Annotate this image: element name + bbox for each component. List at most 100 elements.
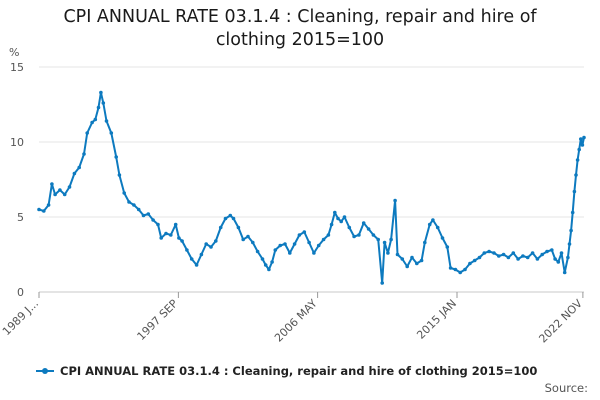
data-point [566,255,570,260]
data-point [342,215,347,219]
data-point [177,236,181,240]
data-point [395,252,400,257]
data-point [180,239,184,243]
data-point [458,270,463,275]
data-point [579,137,583,141]
data-point [575,158,580,162]
data-point [236,225,241,230]
data-point [506,255,511,260]
chart-title-line-2: clothing 2015=100 [215,30,385,50]
data-point [260,257,265,261]
data-point [553,257,557,261]
chart-title-line-1: CPI ANNUAL RATE 03.1.4 : Cleaning, repai… [63,7,537,27]
legend[interactable]: CPI ANNUAL RATE 03.1.4 : Cleaning, repai… [36,364,537,378]
data-point [415,261,419,266]
data-point [410,255,414,260]
data-point [255,249,260,254]
data-point [173,222,178,227]
data-point [366,227,371,231]
data-point [185,248,189,252]
data-point [283,242,287,246]
data-point [82,152,86,156]
data-point [273,248,278,252]
x-tick-label: 2015 JAN [414,297,459,342]
data-point [101,101,106,105]
data-point [194,263,199,267]
data-point [463,267,467,272]
data-point [347,225,352,230]
data-point [550,248,554,252]
data-point [46,203,51,207]
data-point [435,225,440,230]
data-point [326,233,331,237]
data-point [574,173,578,177]
data-point [525,255,530,260]
data-point [292,242,297,246]
data-point [562,270,567,275]
data-point [164,231,168,236]
data-point [511,251,516,255]
data-point [371,233,376,237]
data-point [453,267,458,272]
data-point [93,117,98,122]
data-point [477,255,482,260]
data-point [361,221,366,225]
data-point [90,120,94,125]
data-point [67,185,72,189]
legend-label: CPI ANNUAL RATE 03.1.4 : Cleaning, repai… [60,364,538,378]
data-point [582,135,586,140]
data-point [316,243,321,248]
data-point [572,189,577,194]
data-point [209,245,213,249]
data-point [570,210,575,215]
y-tick-label: 15 [10,61,24,74]
data-point [228,213,233,218]
data-point [246,234,250,239]
data-point [445,245,450,249]
data-point [204,242,208,246]
data-point [376,237,381,242]
data-point [297,233,302,237]
data-point [58,188,62,192]
data-point [50,182,54,186]
data-point [545,249,549,254]
data-point [251,240,255,245]
data-point [53,192,57,197]
data-point [440,236,445,240]
y-tick-label: 10 [10,136,24,149]
data-point [472,258,477,263]
data-point [218,225,223,230]
data-point [278,243,283,248]
data-point [156,222,160,227]
chart-title: CPI ANNUAL RATE 03.1.4 : Cleaning, repai… [0,6,600,52]
data-point [577,147,581,152]
axes: 0 5 10 15 1989 J... 1997 SEP 2006 MAY 2015 JAN 2… [0,61,585,346]
data-point [42,209,46,213]
data-point [231,216,236,221]
data-point [77,165,81,170]
data-point [270,260,274,264]
data-point [567,242,572,246]
data-point [497,254,501,258]
data-point [159,236,163,240]
data-point [122,191,126,195]
data-point [146,212,151,216]
data-point [263,263,268,267]
data-point [117,173,122,177]
data-point [448,266,453,270]
data-point [393,198,397,203]
x-tick-label: 1989 J... [0,297,41,338]
data-point [307,240,311,245]
data-point [400,257,405,261]
data-point [127,200,131,204]
data-point [580,143,585,147]
data-point [114,155,118,159]
data-point [99,90,103,95]
x-tick-label: 2006 MAY [272,297,320,345]
data-point [199,252,204,257]
data-point [521,254,525,258]
data-point [352,234,356,239]
data-point [312,251,316,255]
data-point [72,171,77,176]
